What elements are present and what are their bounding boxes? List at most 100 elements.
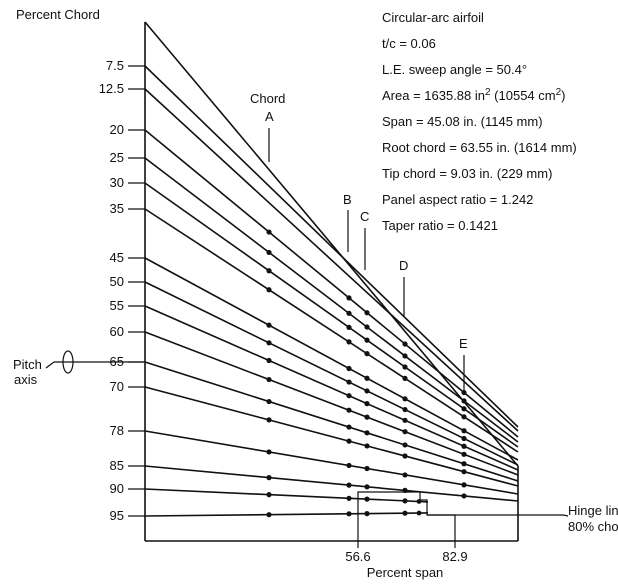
span-tick-label-82-9: 82.9 (442, 549, 467, 564)
chord-line-1 (144, 88, 519, 432)
chord-line-11 (144, 386, 519, 487)
orifice-dot (402, 375, 408, 381)
spec-span: Span = 45.08 in. (1145 mm) (382, 114, 543, 129)
orifice-dot (461, 435, 467, 442)
orifice-dot (461, 482, 467, 488)
orifice-dot (402, 406, 408, 413)
chord-tick-label-5: 35 (110, 201, 124, 216)
orifice-dot (402, 341, 408, 347)
chord-tick-label-14: 90 (110, 481, 124, 496)
orifice-dot (402, 353, 408, 359)
specifications-block: Circular-arc airfoil t/c = 0.06 L.E. swe… (382, 10, 577, 233)
chord-tick-label-9: 60 (110, 324, 124, 339)
spec-area-sup2: 2 (556, 87, 562, 98)
x-axis-title: Percent span (367, 565, 444, 580)
orifice-dot (346, 462, 352, 469)
chord-line-14 (144, 488, 429, 503)
orifice-dot (364, 484, 370, 490)
orifice-dot (364, 351, 370, 357)
station-label-e: E (459, 336, 468, 351)
station-label-c: C (360, 209, 369, 224)
orifice-dot (346, 324, 352, 330)
chord-tick-label-12: 78 (110, 423, 124, 438)
orifice-dot (402, 510, 408, 516)
orifice-dot (266, 512, 272, 518)
orifice-dot (402, 417, 408, 423)
orifice-dot (364, 401, 370, 407)
chord-line-9 (144, 331, 519, 476)
orifice-dot (346, 310, 352, 316)
orifice-dot (402, 364, 408, 370)
chord-line-13 (144, 465, 519, 502)
orifice-dot (461, 398, 467, 404)
spec-sweep: L.E. sweep angle = 50.4° (382, 62, 527, 77)
station-label-d: D (399, 258, 408, 273)
chord-line-8 (144, 305, 519, 471)
orifice-dot (266, 449, 272, 455)
orifice-dot (364, 496, 370, 502)
orifice-dot (364, 310, 370, 316)
pitch-axis: Pitch axis (13, 350, 145, 387)
orifice-dot (346, 424, 352, 430)
orifice-dot (461, 469, 467, 475)
orifice-dot (266, 229, 272, 235)
orifice-dot (346, 379, 352, 385)
chord-line-10 (144, 361, 519, 482)
orifice-dot (402, 472, 408, 478)
orifice-dot (266, 417, 272, 423)
chord-line-4 (144, 182, 519, 448)
chord-tick-label-8: 55 (110, 298, 124, 313)
station-label-b: B (343, 192, 352, 207)
orifice-dot (346, 438, 352, 444)
orifice-dot (266, 475, 272, 481)
orifice-dot (266, 287, 272, 293)
y-axis-title: Percent Chord (16, 7, 100, 22)
orifice-dot (346, 365, 352, 372)
station-markers: Chord A B C D E (250, 91, 468, 393)
orifice-dot (461, 461, 467, 467)
chord-tick-label-0: 7.5 (106, 58, 124, 73)
orifice-dot (266, 357, 272, 364)
orifice-dot (364, 430, 370, 436)
chord-line-3 (144, 157, 519, 443)
chord-tick-label-6: 45 (110, 250, 124, 265)
chord-tick-label-7: 50 (110, 274, 124, 289)
spec-tip-chord: Tip chord = 9.03 in. (229 mm) (382, 166, 552, 181)
pitch-label: Pitch (13, 357, 42, 372)
chord-line-7 (144, 281, 519, 466)
orifice-dot (461, 406, 467, 412)
leading-edge (144, 21, 519, 467)
control-surface (357, 491, 569, 541)
spec-taper-ratio: Taper ratio = 0.1421 (382, 218, 498, 233)
chord-line-5 (144, 208, 519, 453)
orifice-dot (266, 340, 272, 346)
chord-tick-label-11: 70 (110, 379, 124, 394)
orifice-dot (461, 443, 467, 449)
orifice-dot (402, 442, 408, 448)
pitch-axis-label: axis (14, 372, 38, 387)
spec-area: Area = 1635.88 in2 (10554 cm2) (382, 87, 566, 103)
chord-tick-label-1: 12.5 (99, 81, 124, 96)
chord-line-0 (144, 65, 519, 428)
chord-lines (144, 65, 519, 517)
chord-word: Chord (250, 91, 285, 106)
orifice-dot (461, 451, 467, 457)
span-ticks: 56.6 82.9 Percent span (345, 541, 468, 580)
orifice-dot (346, 339, 352, 345)
orifice-dot (402, 498, 408, 504)
orifice-dot (266, 492, 272, 498)
orifice-dot (346, 295, 352, 301)
orifice-dot (461, 428, 467, 434)
chord-tick-label-2: 20 (110, 122, 124, 137)
chord-tick-label-15: 95 (110, 508, 124, 523)
orifice-dot (346, 495, 352, 501)
orifice-dot (364, 414, 370, 420)
spec-airfoil: Circular-arc airfoil (382, 10, 484, 25)
orifice-dot (364, 337, 370, 343)
spec-area-a: Area = 1635.88 in (382, 88, 485, 103)
orifice-dot (364, 465, 370, 472)
spec-area-c: ) (561, 88, 565, 103)
chord-tick-label-3: 25 (110, 150, 124, 165)
